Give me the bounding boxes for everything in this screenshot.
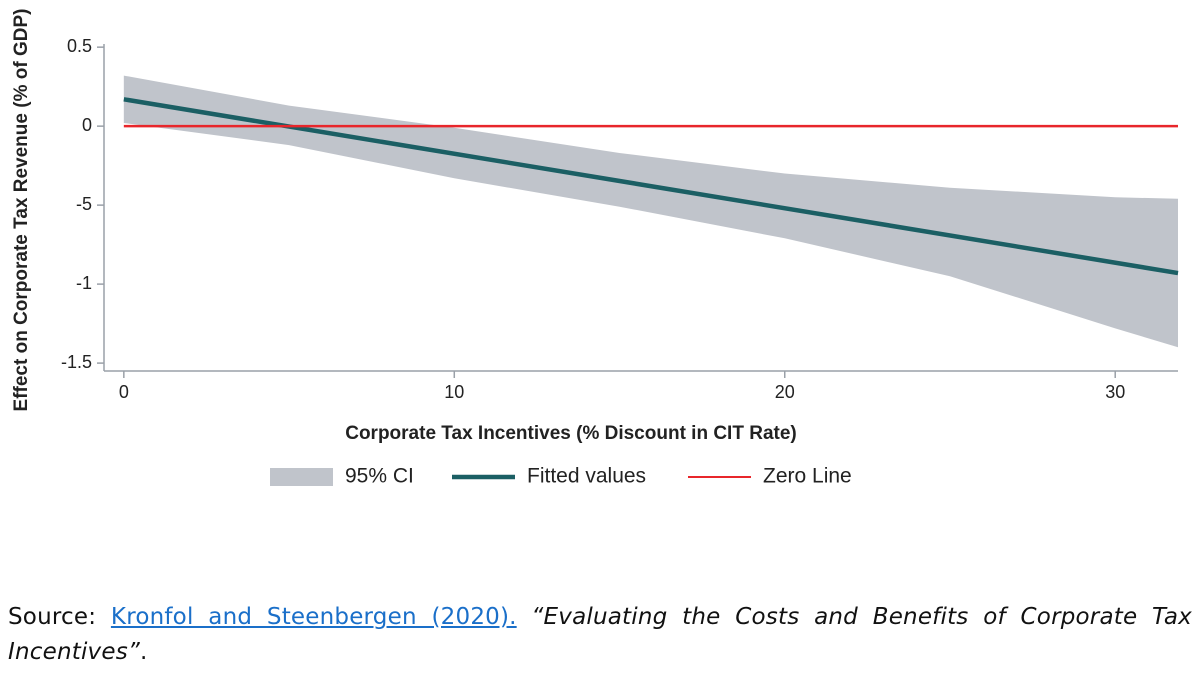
legend-swatch [270,468,333,486]
y-tick-label: 0.5 [67,36,92,56]
source-link[interactable]: Kronfol and Steenbergen (2020). [110,604,517,630]
source-note: Source: Kronfol and Steenbergen (2020). … [8,600,1192,670]
legend-label: Fitted values [527,465,646,488]
source-title: “Evaluating the Costs and Benefits of Co… [8,604,1192,665]
chart: Effect on Corporate Tax Revenue (% of GD… [11,9,1179,488]
y-tick-label: -5 [76,194,92,214]
x-tick-label: 20 [775,382,795,402]
series-line [123,97,1179,276]
x-tick-label: 30 [1105,382,1125,402]
x-tick-label: 10 [444,382,464,402]
legend-label: 95% CI [345,465,414,488]
x-tick-label: 0 [119,382,129,402]
y-tick-label: 0 [82,115,92,135]
y-tick-label: -1.5 [61,352,92,372]
y-tick-label: -1 [76,273,92,293]
y-axis-label: Effect on Corporate Tax Revenue (% of GD… [11,9,32,412]
source-end: . [140,639,148,665]
legend-label: Zero Line [763,465,852,488]
x-axis-label: Corporate Tax Incentives (% Discount in … [345,423,797,444]
source-label: Source: [8,604,97,630]
ci-band [123,75,1179,348]
